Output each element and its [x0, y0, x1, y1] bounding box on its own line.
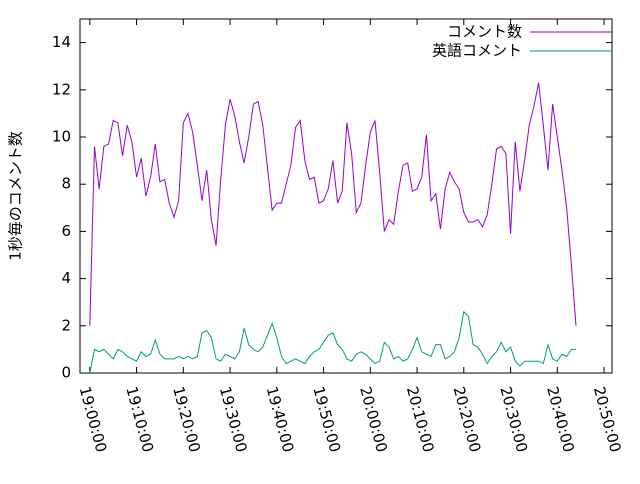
x-tick-label: 20:00:00 — [356, 385, 391, 455]
x-tick-label: 20:40:00 — [543, 385, 578, 455]
x-tick-label: 19:10:00 — [122, 385, 157, 455]
y-tick-label: 2 — [61, 316, 71, 334]
x-tick-label: 19:00:00 — [76, 385, 111, 455]
y-tick-label: 0 — [61, 364, 71, 382]
x-tick-label: 19:50:00 — [309, 385, 344, 455]
y-tick-label: 10 — [52, 128, 71, 146]
series-line — [89, 310, 576, 374]
y-tick-label: 14 — [52, 33, 71, 51]
plot-frame — [79, 18, 613, 374]
y-tick-label: 12 — [52, 80, 71, 98]
y-tick-label: 8 — [61, 175, 71, 193]
y-axis-label: 1秒毎のコメント数 — [7, 131, 25, 261]
x-tick-label: 19:40:00 — [263, 385, 298, 455]
y-tick-label: 4 — [61, 269, 71, 287]
x-tick-label: 20:50:00 — [590, 385, 625, 455]
x-tick-label: 19:30:00 — [216, 385, 251, 455]
x-tick-label: 20:20:00 — [450, 385, 485, 455]
x-tick-label: 19:20:00 — [169, 385, 204, 455]
x-tick-label: 20:10:00 — [403, 385, 438, 455]
legend-label: 英語コメント — [432, 42, 522, 60]
series-line — [89, 82, 577, 326]
y-tick-label: 6 — [61, 222, 71, 240]
x-tick-label: 20:30:00 — [496, 385, 531, 455]
legend-label: コメント数 — [447, 23, 522, 41]
